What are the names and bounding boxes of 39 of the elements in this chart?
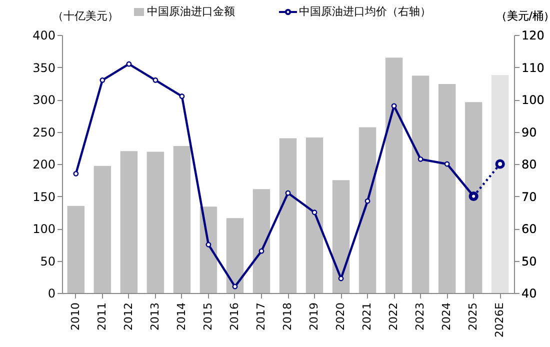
x-tick-label: 2014: [174, 302, 188, 330]
legend-label: 中国原油进口金额: [147, 5, 235, 18]
y2-tick-label: 40: [522, 286, 537, 300]
x-tick-label: 2020: [334, 302, 348, 330]
y2-axis-title: （美元/桶）: [496, 10, 550, 22]
x-tick-label: 2011: [95, 302, 108, 330]
x-tick-label: 2022: [387, 302, 400, 330]
y2-tick-label: 80: [522, 158, 537, 172]
x-tick-label: 2017: [254, 302, 268, 330]
y2-tick-label: 50: [522, 254, 537, 268]
y-tick-label: 50: [40, 254, 56, 268]
x-tick-label: 2021: [360, 302, 374, 330]
y-tick-label: 150: [32, 190, 56, 204]
y2-tick-label: 90: [522, 125, 537, 140]
y-tick-label: 100: [32, 222, 56, 236]
y2-tick-label: 60: [522, 222, 537, 236]
y2-tick-label: 70: [522, 190, 537, 204]
y2-tick-label: 100: [522, 93, 544, 107]
x-tick-label: 2015: [201, 302, 214, 330]
y-axis-title: （十亿美元）: [52, 10, 118, 22]
y-tick-label: 250: [32, 125, 56, 140]
x-tick-label: 2018: [281, 302, 294, 330]
legend-label: 中国原油进口均价（右轴）: [299, 5, 431, 18]
x-tick-label: 2024: [440, 302, 454, 330]
x-tick-label: 2026E: [493, 302, 506, 338]
x-tick-label: 2019: [308, 302, 321, 330]
x-tick-label: 2016: [228, 302, 241, 330]
x-tick-label: 2012: [122, 302, 135, 330]
x-tick-label: 2023: [414, 302, 427, 330]
y-tick-label: 200: [32, 158, 56, 172]
x-tick-label: 2025: [466, 302, 480, 330]
y-tick-label: 350: [32, 60, 56, 75]
y2-tick-label: 110: [522, 60, 544, 75]
x-tick-label: 2010: [68, 302, 82, 330]
x-tick-label: 2013: [148, 302, 162, 330]
y-tick-label: 400: [32, 28, 56, 42]
y-tick-label: 300: [32, 93, 56, 107]
y2-tick-label: 120: [522, 28, 544, 42]
y-tick-label: 0: [48, 286, 56, 300]
